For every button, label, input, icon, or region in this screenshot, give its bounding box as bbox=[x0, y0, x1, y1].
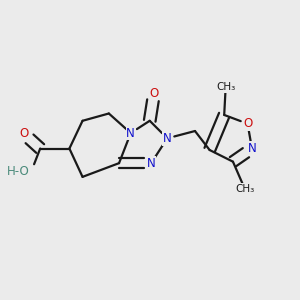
Text: N: N bbox=[248, 142, 256, 155]
Text: H-O: H-O bbox=[7, 164, 30, 178]
Text: O: O bbox=[149, 86, 159, 100]
Text: N: N bbox=[147, 157, 156, 169]
Text: O: O bbox=[243, 117, 252, 130]
Text: O: O bbox=[20, 128, 29, 140]
Text: N: N bbox=[126, 127, 135, 140]
Text: N: N bbox=[163, 132, 172, 145]
Text: CH₃: CH₃ bbox=[235, 184, 254, 194]
Text: CH₃: CH₃ bbox=[216, 82, 235, 92]
